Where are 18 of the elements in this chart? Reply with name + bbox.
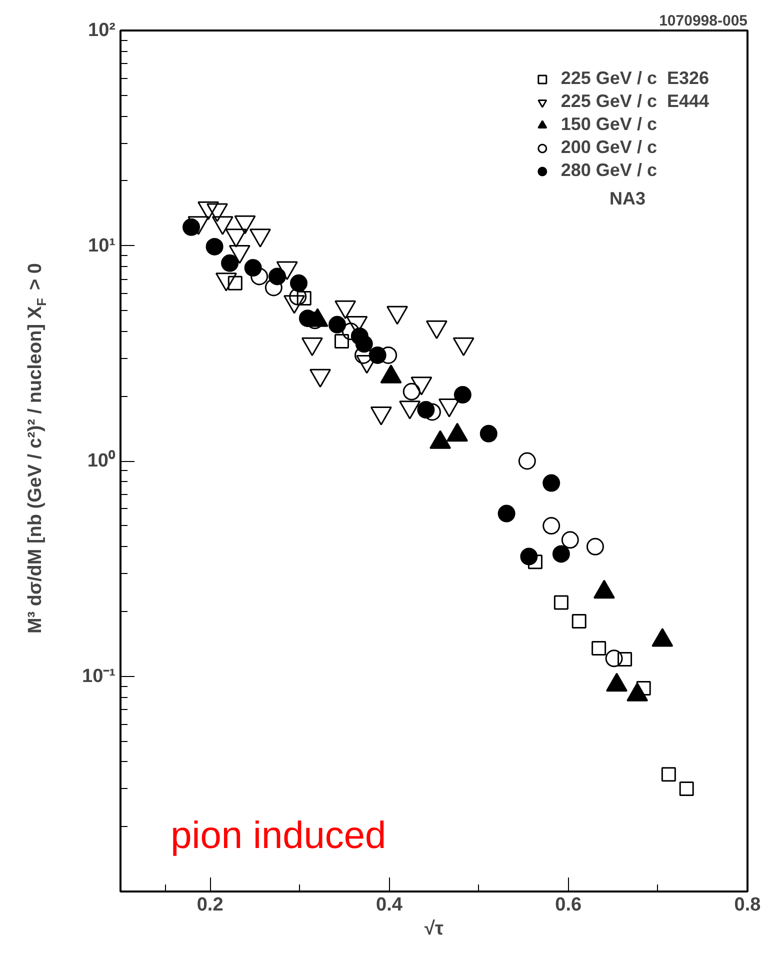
x-tick-label: 0.8 bbox=[734, 894, 761, 916]
x-tick-label: 0.2 bbox=[196, 894, 224, 916]
annotation: pion induced bbox=[170, 815, 386, 858]
y-tick-label: 10⁰ bbox=[87, 450, 116, 472]
y-tick-label: 10¹ bbox=[88, 235, 116, 256]
annotation: NA3 bbox=[610, 188, 646, 208]
x-tick-label: 0.6 bbox=[555, 894, 582, 916]
legend-label: 225 GeV / c E444 bbox=[560, 91, 709, 112]
legend-label: 225 GeV / c E326 bbox=[560, 68, 709, 89]
legend-label: 280 GeV / c bbox=[560, 160, 657, 181]
y-tick-label: 10⁻¹ bbox=[82, 666, 116, 687]
y-axis-title: M³ dσ/dM [nb (GeV / c²)² / nucleon] XF > 0 bbox=[24, 263, 49, 634]
x-tick-label: 0.4 bbox=[376, 894, 403, 916]
y-tick-label: 10² bbox=[88, 20, 116, 41]
x-axis-title: √τ bbox=[424, 918, 444, 940]
legend-label: 200 GeV / c bbox=[560, 137, 657, 158]
legend-label: 150 GeV / c bbox=[560, 114, 657, 135]
text: 1070998-005 bbox=[659, 12, 748, 30]
